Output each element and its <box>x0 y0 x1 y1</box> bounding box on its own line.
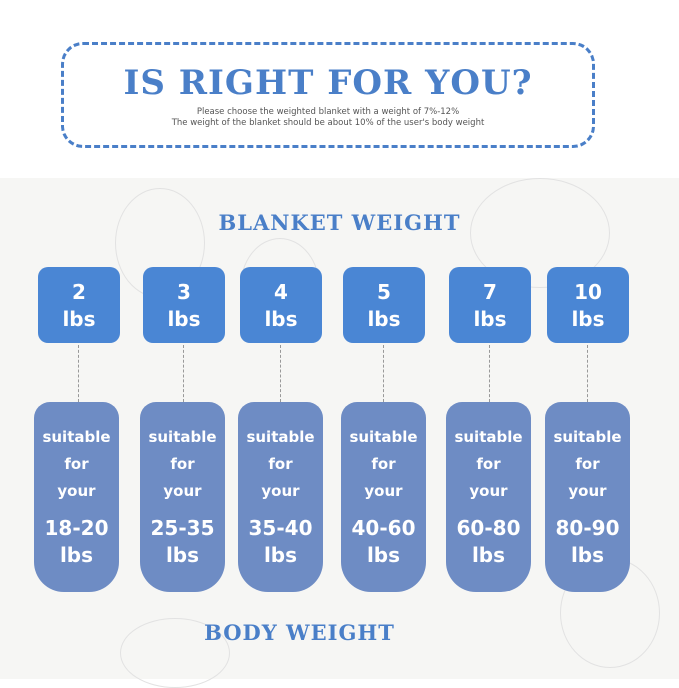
suitable-label: suitable <box>349 428 418 446</box>
page-title: IS RIGHT FOR YOU? <box>123 63 533 103</box>
blanket-weight-box: 3 lbs <box>143 267 225 343</box>
body-weight-pill: suitable for your 25-35 lbs <box>140 402 225 592</box>
your-label: your <box>57 482 96 500</box>
blanket-weight-box: 2 lbs <box>38 267 120 343</box>
body-weight-range: 18-20 <box>44 516 109 540</box>
body-weight-unit: lbs <box>570 543 605 567</box>
blanket-weight-box: 4 lbs <box>240 267 322 343</box>
blanket-weight-unit: lbs <box>473 307 507 331</box>
body-weight-range: 40-60 <box>351 516 416 540</box>
your-label: your <box>261 482 300 500</box>
blanket-weight-value: 10 <box>574 280 602 304</box>
body-weight-unit: lbs <box>59 543 94 567</box>
blanket-weight-heading: BLANKET WEIGHT <box>218 210 461 235</box>
connector-line <box>489 345 490 402</box>
your-label: your <box>163 482 202 500</box>
body-weight-range: 35-40 <box>248 516 313 540</box>
suitable-label: suitable <box>42 428 111 446</box>
your-label: your <box>568 482 607 500</box>
body-weight-unit: lbs <box>165 543 200 567</box>
blanket-weight-value: 7 <box>483 280 497 304</box>
body-weight-pill: suitable for your 60-80 lbs <box>446 402 531 592</box>
body-weight-pill: suitable for your 80-90 lbs <box>545 402 630 592</box>
body-weight-pill: suitable for your 18-20 lbs <box>34 402 119 592</box>
body-weight-heading: BODY WEIGHT <box>204 620 395 645</box>
your-label: your <box>364 482 403 500</box>
blanket-weight-box: 5 lbs <box>343 267 425 343</box>
header-box: IS RIGHT FOR YOU? Please choose the weig… <box>61 42 595 148</box>
suitable-label: suitable <box>553 428 622 446</box>
blanket-weight-unit: lbs <box>264 307 298 331</box>
blanket-weight-value: 3 <box>177 280 191 304</box>
body-weight-range: 60-80 <box>456 516 521 540</box>
blanket-weight-value: 4 <box>274 280 288 304</box>
subtitle-line-1: Please choose the weighted blanket with … <box>196 107 460 117</box>
suitable-label: suitable <box>454 428 523 446</box>
blanket-weight-box: 10 lbs <box>547 267 629 343</box>
body-weight-range: 80-90 <box>555 516 620 540</box>
blanket-weight-unit: lbs <box>571 307 605 331</box>
connector-line <box>78 345 79 402</box>
subtitle-line-2: The weight of the blanket should be abou… <box>171 118 485 128</box>
blanket-weight-box: 7 lbs <box>449 267 531 343</box>
connector-line <box>280 345 281 402</box>
body-weight-range: 25-35 <box>150 516 215 540</box>
body-weight-unit: lbs <box>471 543 506 567</box>
connector-line <box>183 345 184 402</box>
for-label: for <box>476 455 501 473</box>
for-label: for <box>170 455 195 473</box>
body-weight-pill: suitable for your 40-60 lbs <box>341 402 426 592</box>
connector-line <box>383 345 384 402</box>
suitable-label: suitable <box>148 428 217 446</box>
blanket-weight-unit: lbs <box>62 307 96 331</box>
body-weight-pill: suitable for your 35-40 lbs <box>238 402 323 592</box>
suitable-label: suitable <box>246 428 315 446</box>
for-label: for <box>575 455 600 473</box>
body-weight-unit: lbs <box>366 543 401 567</box>
blanket-weight-unit: lbs <box>367 307 401 331</box>
blanket-weight-value: 2 <box>72 280 86 304</box>
your-label: your <box>469 482 508 500</box>
blanket-weight-unit: lbs <box>167 307 201 331</box>
body-weight-unit: lbs <box>263 543 298 567</box>
for-label: for <box>64 455 89 473</box>
connector-line <box>587 345 588 402</box>
for-label: for <box>371 455 396 473</box>
for-label: for <box>268 455 293 473</box>
blanket-weight-value: 5 <box>377 280 391 304</box>
